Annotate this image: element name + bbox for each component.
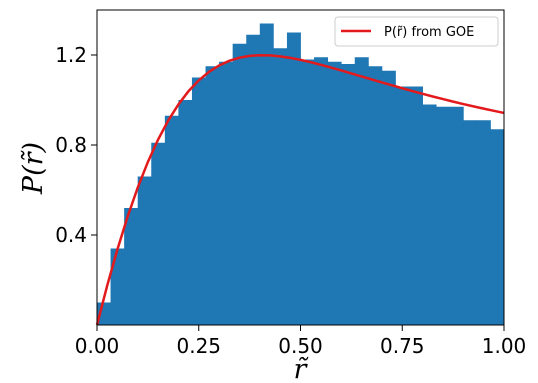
histogram-bar — [381, 70, 396, 325]
y-axis-label: P(r̃) — [18, 142, 49, 195]
histogram-bar — [259, 23, 274, 325]
histogram-bar — [110, 248, 125, 325]
histogram-bar — [422, 104, 437, 325]
histogram-bar — [232, 43, 247, 325]
histogram-bar — [137, 176, 152, 325]
histogram-bar — [327, 61, 342, 325]
histogram-bar — [314, 57, 329, 325]
x-axis-label: r̃ — [294, 354, 310, 383]
histogram-bar — [178, 100, 193, 325]
x-tick-label: 0.00 — [75, 334, 120, 358]
histogram-bar — [409, 86, 423, 325]
histogram-bar — [490, 129, 505, 325]
histogram-bar — [205, 66, 220, 325]
histogram-bar — [368, 66, 383, 325]
histogram-bar — [300, 59, 315, 325]
histogram-bar — [476, 120, 491, 325]
x-tick-label: 0.25 — [176, 334, 221, 358]
histogram-bar — [273, 48, 288, 325]
histogram-bar — [449, 106, 464, 325]
x-tick-label: 1.00 — [482, 334, 527, 358]
histogram-bar — [286, 32, 301, 325]
curve-line — [95, 53, 505, 326]
histogram-bar — [124, 208, 139, 325]
legend: P(r̃) from GOE — [334, 16, 499, 47]
histogram-bar — [164, 115, 179, 325]
y-tick-label: 0.4 — [55, 223, 87, 247]
histogram-bar — [341, 64, 356, 325]
histogram-bar — [219, 61, 234, 325]
histogram-bar — [246, 34, 261, 325]
x-tick-label: 0.75 — [380, 334, 425, 358]
histogram-bar — [436, 106, 451, 325]
y-tick-label: 0.8 — [55, 133, 87, 157]
histogram-bar — [191, 77, 206, 325]
histogram-bar — [151, 142, 166, 325]
legend-box — [334, 16, 499, 47]
x-axis: 0.00 0.25 0.50 0.75 1.00 — [75, 325, 527, 358]
histogram-bar — [395, 86, 410, 325]
histogram-bar — [354, 57, 369, 325]
histogram-bars — [97, 23, 505, 325]
x-tick-label: 0.50 — [278, 334, 323, 358]
legend-label: P(r̃) from GOE — [384, 25, 474, 40]
y-axis: 0.4 0.8 1.2 — [55, 43, 97, 247]
histogram-bar — [463, 120, 478, 325]
y-tick-label: 1.2 — [55, 43, 87, 67]
